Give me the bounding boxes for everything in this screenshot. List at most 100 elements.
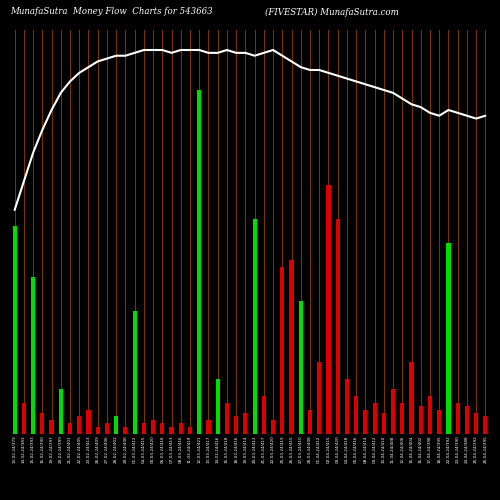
Bar bbox=[437, 428, 442, 434]
Bar bbox=[345, 379, 349, 430]
Bar bbox=[31, 277, 35, 430]
Bar bbox=[225, 428, 229, 434]
Text: 16-04-24/402: 16-04-24/402 bbox=[419, 436, 423, 463]
Bar bbox=[40, 428, 44, 434]
Bar bbox=[197, 428, 202, 434]
Bar bbox=[12, 226, 16, 430]
Bar bbox=[290, 428, 294, 434]
Bar bbox=[234, 428, 238, 434]
Bar bbox=[280, 267, 284, 430]
Text: 21-03-24/417: 21-03-24/417 bbox=[262, 436, 266, 463]
Bar bbox=[298, 301, 303, 430]
Bar bbox=[400, 403, 404, 430]
Text: 05-04-24/416: 05-04-24/416 bbox=[354, 436, 358, 463]
Bar bbox=[298, 428, 303, 434]
Bar bbox=[446, 428, 450, 434]
Bar bbox=[354, 396, 358, 430]
Bar bbox=[326, 428, 330, 434]
Text: 07-03-24/413: 07-03-24/413 bbox=[170, 436, 173, 463]
Text: 21-02-24/401: 21-02-24/401 bbox=[68, 436, 72, 463]
Text: 09-04-24/412: 09-04-24/412 bbox=[372, 436, 376, 463]
Bar bbox=[372, 428, 376, 434]
Bar bbox=[354, 428, 358, 434]
Text: (FIVESTAR) MunafaSutra.com: (FIVESTAR) MunafaSutra.com bbox=[265, 8, 399, 16]
Bar bbox=[271, 420, 275, 430]
Text: 28-02-24/402: 28-02-24/402 bbox=[114, 436, 118, 463]
Bar bbox=[114, 428, 118, 434]
Text: 19-02-24/397: 19-02-24/397 bbox=[50, 436, 54, 463]
Text: 18-03-24/416: 18-03-24/416 bbox=[234, 436, 238, 463]
Text: 01-04-24/412: 01-04-24/412 bbox=[317, 436, 321, 462]
Bar bbox=[400, 428, 404, 434]
Text: 18-04-24/395: 18-04-24/395 bbox=[437, 436, 441, 463]
Bar bbox=[252, 219, 256, 430]
Bar bbox=[206, 420, 210, 430]
Text: 16-02-24/390: 16-02-24/390 bbox=[40, 436, 44, 463]
Bar bbox=[372, 403, 376, 430]
Bar bbox=[364, 410, 368, 430]
Text: 10-04-24/410: 10-04-24/410 bbox=[382, 436, 386, 462]
Bar bbox=[178, 423, 183, 430]
Text: 04-03-24/415: 04-03-24/415 bbox=[142, 436, 146, 463]
Bar bbox=[58, 389, 63, 430]
Text: 04-04-24/418: 04-04-24/418 bbox=[345, 436, 349, 462]
Text: 08-03-24/416: 08-03-24/416 bbox=[179, 436, 183, 463]
Bar bbox=[188, 426, 192, 430]
Text: 20-03-24/412: 20-03-24/412 bbox=[252, 436, 256, 463]
Bar bbox=[410, 428, 414, 434]
Bar bbox=[68, 423, 72, 430]
Bar bbox=[86, 428, 90, 434]
Bar bbox=[326, 185, 330, 430]
Bar bbox=[170, 426, 173, 430]
Bar bbox=[68, 428, 72, 434]
Bar bbox=[22, 428, 26, 434]
Bar bbox=[178, 428, 183, 434]
Text: 11-04-24/408: 11-04-24/408 bbox=[391, 436, 395, 462]
Bar bbox=[244, 428, 248, 434]
Bar bbox=[252, 428, 256, 434]
Text: 06-03-24/418: 06-03-24/418 bbox=[160, 436, 164, 463]
Bar bbox=[290, 260, 294, 430]
Bar bbox=[308, 410, 312, 430]
Text: 02-04-24/415: 02-04-24/415 bbox=[326, 436, 330, 463]
Bar bbox=[234, 416, 238, 430]
Text: 08-04-24/414: 08-04-24/414 bbox=[364, 436, 368, 462]
Bar bbox=[484, 428, 488, 434]
Text: 27-02-24/406: 27-02-24/406 bbox=[105, 436, 109, 463]
Bar bbox=[465, 428, 469, 434]
Bar bbox=[336, 219, 340, 430]
Bar bbox=[22, 403, 26, 430]
Bar bbox=[391, 389, 395, 430]
Bar bbox=[446, 243, 450, 430]
Bar bbox=[428, 396, 432, 430]
Bar bbox=[105, 423, 109, 430]
Bar bbox=[317, 362, 322, 430]
Bar bbox=[151, 428, 155, 434]
Bar bbox=[280, 428, 284, 434]
Text: 12-04-24/406: 12-04-24/406 bbox=[400, 436, 404, 463]
Bar bbox=[474, 413, 478, 430]
Text: 17-04-24/398: 17-04-24/398 bbox=[428, 436, 432, 463]
Text: 15-03-24/418: 15-03-24/418 bbox=[225, 436, 229, 463]
Text: 24-04-24/388: 24-04-24/388 bbox=[465, 436, 469, 463]
Text: 12-03-24/421: 12-03-24/421 bbox=[197, 436, 201, 463]
Text: 23-02-24/413: 23-02-24/413 bbox=[86, 436, 90, 463]
Bar bbox=[160, 423, 164, 430]
Bar bbox=[151, 420, 155, 430]
Bar bbox=[12, 428, 16, 434]
Bar bbox=[474, 428, 478, 434]
Text: 15-02-24/393: 15-02-24/393 bbox=[31, 436, 35, 463]
Bar bbox=[142, 428, 146, 434]
Bar bbox=[96, 426, 100, 430]
Text: 25-03-24/419: 25-03-24/419 bbox=[280, 436, 284, 463]
Text: 27-03-24/410: 27-03-24/410 bbox=[299, 436, 303, 463]
Text: 29-02-24/408: 29-02-24/408 bbox=[124, 436, 128, 463]
Bar bbox=[271, 428, 275, 434]
Bar bbox=[418, 428, 423, 434]
Bar bbox=[382, 428, 386, 434]
Text: 05-03-24/420: 05-03-24/420 bbox=[151, 436, 155, 463]
Text: 26-04-24/395: 26-04-24/395 bbox=[484, 436, 488, 463]
Bar bbox=[382, 413, 386, 430]
Bar bbox=[244, 413, 248, 430]
Bar bbox=[428, 428, 432, 434]
